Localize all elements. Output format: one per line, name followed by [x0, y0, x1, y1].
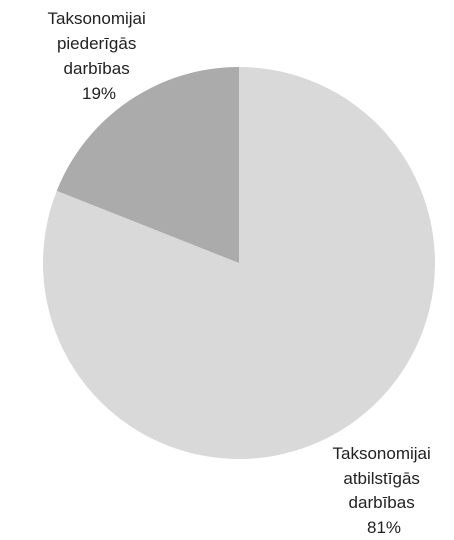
pie-slice-aligned — [42, 67, 435, 459]
slice-label-eligible-line-2: piederīgās — [57, 34, 136, 53]
slice-label-aligned: Taksonomijai atbilstīgās darbības 81% — [333, 444, 436, 537]
slice-label-eligible: Taksonomijai piederīgās darbības 19% — [48, 9, 151, 103]
slice-label-aligned-line-1: Taksonomijai — [333, 444, 431, 463]
slice-label-eligible-line-3: darbības — [64, 59, 130, 78]
slice-label-aligned-line-2: atbilstīgās — [343, 469, 420, 488]
slice-label-aligned-line-3: darbības — [349, 493, 415, 512]
slice-label-eligible-line-1: Taksonomijai — [48, 9, 146, 28]
slice-value-aligned: 81% — [367, 518, 401, 537]
pie-slice-eligible — [56, 66, 240, 263]
slice-value-eligible: 19% — [82, 84, 116, 103]
pie-slices — [42, 66, 435, 459]
